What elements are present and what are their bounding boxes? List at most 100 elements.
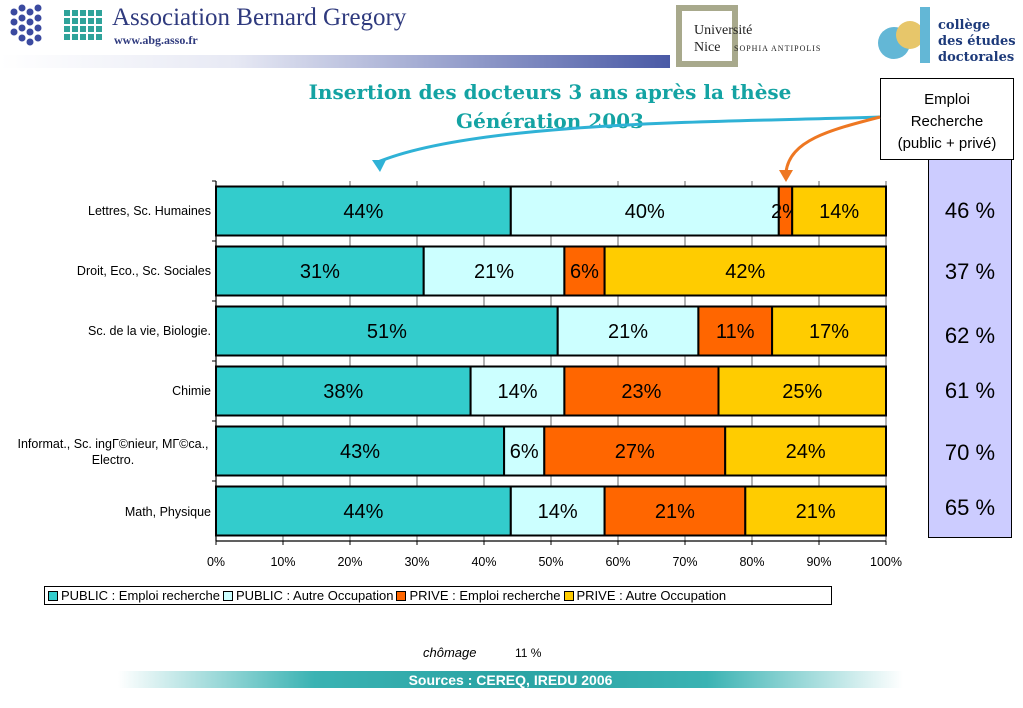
legend-label: PRIVE : Emploi recherche [409,588,561,603]
bar-segment [215,305,559,357]
side-panel-heading: Emploi Recherche (public + privé) [880,78,1014,160]
header-band [0,55,670,68]
side-value: 62 % [944,323,996,348]
bar-segment [697,305,774,357]
ced-line2: des études [938,34,1016,49]
bar-segment [603,485,747,537]
bar-segment [422,245,566,297]
category-label: Sc. de la vie, Biologie. [88,324,211,338]
bar-segment [215,245,425,297]
data-label: 27% [615,441,655,463]
x-tick-label: 40% [471,555,496,569]
university-name-line2: Nice [694,40,721,55]
data-label: 6% [510,441,539,463]
side-value: 46 % [944,198,996,223]
bar-segment [509,485,606,537]
side-heading-line2: Recherche [910,113,984,130]
data-label: 14% [538,501,578,523]
legend-item: PRIVE : Emploi recherche [396,588,561,603]
bar-segment [603,245,887,297]
university-logo [676,5,738,67]
x-tick-label: 30% [404,555,429,569]
chart-title-line: Insertion des docteurs 3 ans après la th… [308,80,792,104]
legend-swatch [563,590,574,601]
data-label: 25% [782,381,822,403]
data-label: 24% [786,441,826,463]
source-text: Sources : CEREQ, IREDU 2006 [408,672,613,688]
bar-segment [215,485,512,537]
data-label: 43% [340,441,380,463]
university-name-line1: Université [694,23,753,38]
side-value: 61 % [944,378,996,403]
legend-swatch [396,590,407,601]
x-tick-label: 0% [207,555,225,569]
ced-line3: doctorales [938,50,1015,65]
footer-band [118,671,903,688]
bar-segment [543,425,727,477]
callout-arrows [372,115,881,182]
legend: PUBLIC : Emploi recherche PUBLIC : Autre… [44,586,832,605]
data-label: 31% [300,261,340,283]
bar-segment [215,425,506,477]
x-tick-label: 70% [672,555,697,569]
arrow-public-head [372,160,386,172]
university-subtitle: SOPHIA ANTIPOLIS [734,44,822,53]
data-label: 44% [343,501,383,523]
category-label: Droit, Eco., Sc. Sociales [76,264,211,278]
org-url[interactable]: www.abg.asso.fr [114,33,198,47]
bar-segment [744,485,887,537]
data-label: 23% [621,381,661,403]
legend-label: PUBLIC : Emploi recherche [61,588,220,603]
side-value: 65 % [944,495,996,520]
chomage-label: chômage [423,645,477,660]
data-label: 14% [819,201,859,223]
x-tick-label: 10% [270,555,295,569]
ced-logo [878,7,930,63]
category-label: Informat., Sc. ingГ©nieur, MГ©ca., Elect… [17,437,209,467]
legend-item: PUBLIC : Emploi recherche [48,588,220,603]
x-tick-label: 20% [337,555,362,569]
side-value: 70 % [944,440,996,465]
data-label: 44% [343,201,383,223]
arrow-private [784,115,881,173]
data-label: 21% [655,501,695,523]
x-tick-label: 50% [538,555,563,569]
bar-segment [717,365,887,417]
legend-swatch [222,590,233,601]
bar-segment [791,185,888,237]
side-value: 37 % [944,259,996,284]
data-label: 40% [625,201,665,223]
x-tick-label: 90% [806,555,831,569]
side-heading-line1: Emploi [924,91,970,108]
abg-logo [10,4,102,46]
category-label: Chimie [172,384,211,398]
category-label: Lettres, Sc. Humaines [88,204,211,218]
data-label: 14% [497,381,537,403]
arrow-public [377,115,881,164]
x-tick-label: 80% [739,555,764,569]
data-label: 17% [809,321,849,343]
data-label: 51% [367,321,407,343]
chomage-value: 11 % [515,646,542,660]
ced-line1: collège [938,18,991,33]
data-label: 21% [474,261,514,283]
org-name: Association Bernard Gregory [112,4,407,31]
data-label: 21% [608,321,648,343]
x-tick-label: 60% [605,555,630,569]
legend-swatch [48,590,58,601]
legend-label: PRIVE : Autre Occupation [576,588,727,603]
legend-label: PUBLIC : Autre Occupation [235,588,394,603]
bar-segment [771,305,887,357]
bar-segment [469,365,566,417]
ced-name: collège des études doctorales [938,18,1016,66]
data-label: 42% [725,261,765,283]
arrow-private-head [779,170,793,182]
category-label: Math, Physique [124,505,211,519]
data-label: 21% [796,501,836,523]
legend-item: PRIVE : Autre Occupation [563,588,727,603]
data-label: 11% [716,321,755,343]
legend-item: PUBLIC : Autre Occupation [222,588,394,603]
bar-segment [724,425,888,477]
x-tick-label: 100% [870,555,902,569]
